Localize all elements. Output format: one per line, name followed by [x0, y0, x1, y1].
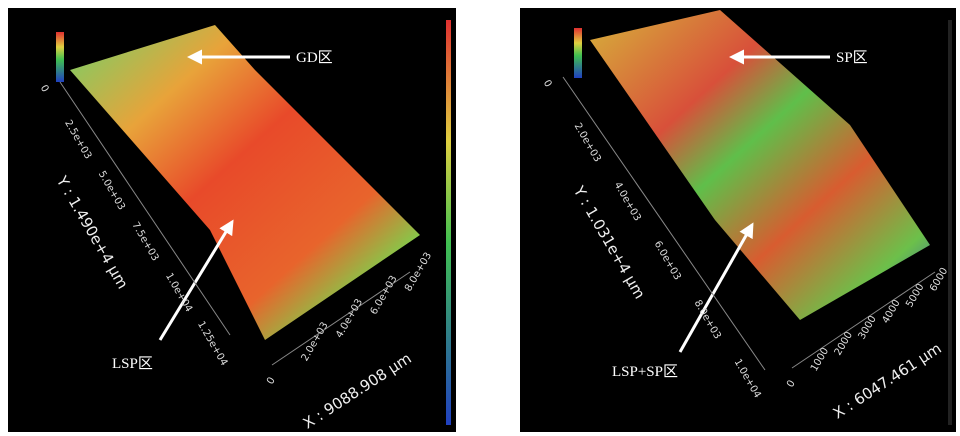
annotation: LSP+SP区: [612, 364, 678, 380]
figure: GD区 LSP区 SP区 LSP+SP区 02.5e+035.0e+037.5e…: [0, 0, 960, 436]
color-bar: [446, 20, 451, 425]
color-bar: [948, 20, 952, 425]
page: GD区 LSP区 SP区 LSP+SP区 02.5e+035.0e+037.5e…: [0, 0, 960, 436]
annotation: GD区: [296, 50, 333, 66]
z-indicator: [574, 28, 582, 78]
annotation: LSP区: [112, 356, 153, 372]
annotation: SP区: [836, 50, 868, 66]
z-indicator: [56, 32, 64, 82]
